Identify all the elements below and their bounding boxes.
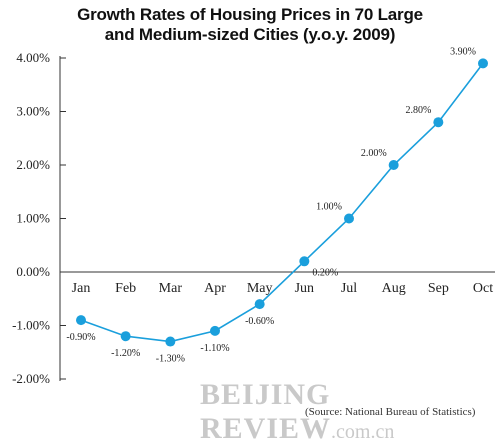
- x-tick-label: Mar: [159, 281, 183, 296]
- data-label: 2.80%: [405, 105, 431, 116]
- x-tick-label: May: [247, 281, 273, 296]
- data-point: [254, 299, 265, 310]
- data-label: 3.90%: [450, 46, 476, 57]
- data-point: [478, 58, 488, 69]
- source-note: (Source: National Bureau of Statistics): [305, 406, 476, 418]
- x-tick-label: Apr: [204, 281, 226, 296]
- x-tick-label: Jan: [72, 281, 91, 296]
- chart-title: Growth Rates of Housing Prices in 70 Lar…: [0, 5, 500, 45]
- y-tick-label: 0.00%: [16, 264, 50, 279]
- x-tick-label: Jul: [341, 281, 357, 296]
- watermark-domain: .com.cn: [331, 421, 395, 443]
- y-tick-label: 1.00%: [16, 211, 50, 226]
- data-label: -1.10%: [200, 343, 229, 354]
- x-tick-label: Jun: [295, 281, 314, 296]
- chart-title-line-1: Growth Rates of Housing Prices in 70 Lar…: [77, 5, 423, 24]
- data-label: 1.00%: [316, 202, 342, 213]
- data-label: 2.00%: [361, 148, 387, 159]
- data-label: -1.30%: [156, 354, 185, 365]
- data-point: [76, 315, 86, 326]
- data-point: [433, 117, 444, 128]
- data-point: [120, 331, 131, 342]
- data-label: -1.20%: [111, 348, 140, 359]
- data-point: [165, 336, 176, 347]
- data-point: [344, 213, 354, 224]
- x-tick-label: Aug: [382, 281, 406, 296]
- data-label: 0.20%: [312, 267, 338, 278]
- line-chart: 4.00% 3.00% 2.00% 1.00% 0.00% -1.00% -2.00% Jan…: [12, 46, 495, 386]
- y-tick-label: 4.00%: [16, 50, 50, 65]
- data-label: -0.90%: [66, 332, 95, 343]
- chart-title-line-2: and Medium-sized Cities (y.o.y. 2009): [104, 25, 396, 44]
- data-point: [388, 160, 399, 170]
- data-label: -0.60%: [245, 316, 274, 327]
- y-tick-label: -1.00%: [12, 318, 50, 333]
- data-point: [210, 325, 220, 336]
- x-tick-label: Sep: [428, 281, 449, 296]
- series-line: [80, 62, 484, 343]
- y-tick-label: -2.00%: [12, 371, 50, 386]
- y-tick-label: 2.00%: [16, 157, 50, 172]
- data-point: [299, 256, 310, 267]
- y-tick-label: 3.00%: [16, 104, 50, 119]
- x-tick-label: Oct: [473, 281, 493, 296]
- x-tick-label: Feb: [115, 281, 136, 296]
